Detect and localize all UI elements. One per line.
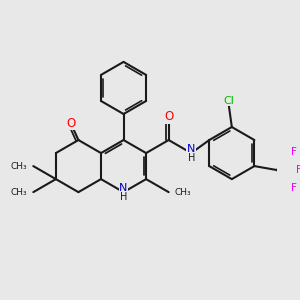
Text: F: F xyxy=(291,147,297,157)
Text: CH₃: CH₃ xyxy=(11,188,27,196)
Text: F: F xyxy=(296,165,300,175)
Text: H: H xyxy=(120,192,127,202)
Text: O: O xyxy=(164,110,173,123)
Text: Cl: Cl xyxy=(223,96,234,106)
Text: H: H xyxy=(188,153,195,163)
Text: F: F xyxy=(291,183,297,193)
Text: CH₃: CH₃ xyxy=(175,188,191,196)
Text: N: N xyxy=(119,184,128,194)
Text: N: N xyxy=(187,144,195,154)
Text: O: O xyxy=(66,117,75,130)
Text: CH₃: CH₃ xyxy=(11,162,27,171)
